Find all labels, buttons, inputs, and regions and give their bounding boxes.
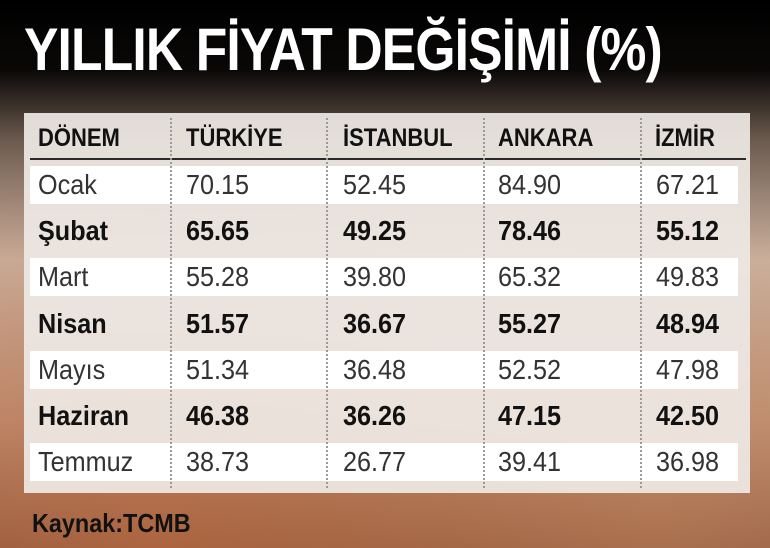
value-cell: 51.57 bbox=[186, 308, 250, 339]
header-divider bbox=[30, 158, 746, 160]
value-cell: 39.80 bbox=[343, 261, 407, 292]
period-cell: Haziran bbox=[38, 400, 130, 431]
column-header-turkiye: TÜRKİYE bbox=[186, 124, 283, 152]
column-header-istanbul: İSTANBUL bbox=[343, 124, 453, 152]
column-divider bbox=[640, 118, 642, 488]
source-note: Kaynak:TCMB bbox=[32, 508, 191, 538]
value-cell: 52.45 bbox=[343, 169, 407, 200]
value-cell: 36.98 bbox=[656, 446, 720, 477]
value-cell: 42.50 bbox=[656, 400, 720, 431]
column-divider bbox=[170, 118, 172, 488]
value-cell: 52.52 bbox=[498, 354, 562, 385]
value-cell: 51.34 bbox=[186, 354, 250, 385]
value-cell: 49.25 bbox=[343, 215, 407, 246]
column-header-izmir: İZMİR bbox=[655, 124, 715, 152]
period-cell: Nisan bbox=[38, 308, 107, 339]
column-divider bbox=[326, 118, 328, 488]
value-cell: 47.98 bbox=[656, 354, 720, 385]
value-cell: 55.27 bbox=[498, 308, 562, 339]
value-cell: 39.41 bbox=[498, 446, 562, 477]
table-row: Mayıs 51.34 36.48 52.52 47.98 bbox=[30, 351, 738, 389]
period-cell: Mayıs bbox=[38, 354, 106, 385]
value-cell: 65.65 bbox=[186, 215, 250, 246]
value-cell: 36.48 bbox=[343, 354, 407, 385]
value-cell: 48.94 bbox=[656, 308, 720, 339]
period-cell: Şubat bbox=[38, 215, 109, 246]
value-cell: 26.77 bbox=[343, 446, 407, 477]
chart-title: YILLIK FİYAT DEĞİŞİMİ (%) bbox=[24, 16, 663, 83]
value-cell: 67.21 bbox=[656, 169, 720, 200]
value-cell: 84.90 bbox=[498, 169, 562, 200]
period-cell: Mart bbox=[38, 261, 89, 292]
value-cell: 65.32 bbox=[498, 261, 562, 292]
value-cell: 78.46 bbox=[498, 215, 562, 246]
value-cell: 47.15 bbox=[498, 400, 562, 431]
value-cell: 70.15 bbox=[186, 169, 250, 200]
value-cell: 36.67 bbox=[343, 308, 407, 339]
table-row: Nisan 51.57 36.67 55.27 48.94 bbox=[30, 305, 738, 343]
table-row: Temmuz 38.73 26.77 39.41 36.98 bbox=[30, 443, 738, 481]
table-row: Ocak 70.15 52.45 84.90 67.21 bbox=[30, 166, 738, 204]
table-row: Haziran 46.38 36.26 47.15 42.50 bbox=[30, 397, 738, 435]
value-cell: 55.28 bbox=[186, 261, 250, 292]
value-cell: 49.83 bbox=[656, 261, 720, 292]
value-cell: 36.26 bbox=[343, 400, 407, 431]
table-row: Mart 55.28 39.80 65.32 49.83 bbox=[30, 258, 738, 296]
value-cell: 55.12 bbox=[656, 215, 720, 246]
table-row: Şubat 65.65 49.25 78.46 55.12 bbox=[30, 212, 738, 250]
column-header-donem: DÖNEM bbox=[38, 124, 120, 152]
period-cell: Ocak bbox=[38, 169, 97, 200]
column-header-ankara: ANKARA bbox=[498, 124, 594, 152]
column-divider bbox=[483, 118, 485, 488]
value-cell: 46.38 bbox=[186, 400, 250, 431]
period-cell: Temmuz bbox=[38, 446, 134, 477]
value-cell: 38.73 bbox=[186, 446, 250, 477]
